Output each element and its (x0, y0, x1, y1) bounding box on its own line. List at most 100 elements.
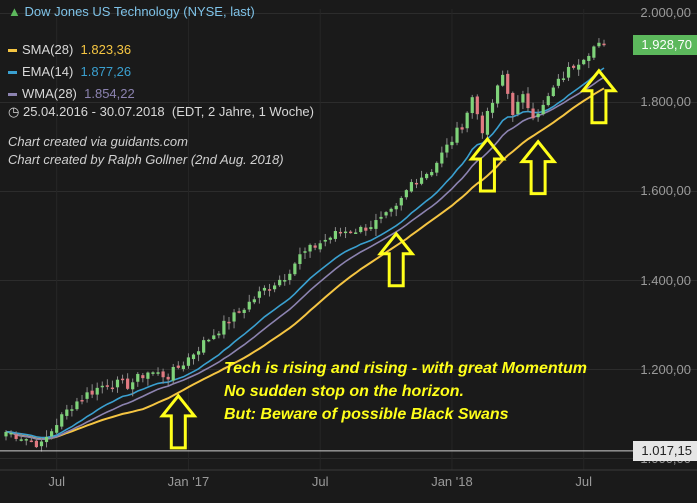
annotation-line-1: Tech is rising and rising - with great M… (224, 360, 587, 377)
y-tick-label: 1.400,00 (640, 272, 691, 288)
candle-body (283, 280, 287, 282)
clock-icon: ◷ (8, 104, 20, 119)
sma-label: SMA(28) (22, 42, 74, 57)
candle-body (166, 376, 170, 380)
candle-body (313, 245, 317, 248)
candle-body (541, 104, 545, 115)
annotation-line-3: But: Beware of possible Black Swans (224, 406, 509, 423)
candle-body (460, 127, 464, 130)
date-range-text: 25.04.2016 - 30.07.2018 (22, 104, 165, 119)
candle-body (333, 231, 338, 239)
candle-body (44, 436, 49, 443)
candle-body (34, 440, 39, 448)
candle-body (501, 74, 505, 86)
candle-body (126, 378, 130, 389)
collapse-arrow-icon[interactable]: ▲ (8, 4, 21, 19)
candle-body (14, 434, 18, 439)
candle-body (521, 94, 525, 103)
candle-body (9, 432, 13, 435)
candle-body (490, 102, 495, 113)
candle-body (55, 425, 59, 433)
candle-body (531, 108, 535, 119)
candle-body (207, 339, 211, 342)
wma-color-swatch (8, 93, 17, 97)
candle-body (399, 197, 403, 206)
candle-body (288, 273, 292, 280)
candle-body (222, 320, 226, 335)
candle-body (136, 373, 140, 382)
candle-body (546, 96, 550, 106)
candle-body (470, 97, 474, 114)
candle-body (227, 321, 231, 324)
candle-body (272, 285, 277, 290)
candle-body (156, 372, 160, 374)
candle-body (141, 375, 145, 379)
candle-body (196, 351, 201, 355)
annotation-line-2: No sudden stop on the horizon. (224, 383, 464, 400)
candle-body (131, 382, 135, 390)
candle-body (217, 333, 221, 336)
candle-body (308, 244, 312, 252)
candle-body (516, 101, 520, 114)
candle-body (303, 251, 307, 253)
candle-body (298, 254, 302, 265)
candle-body (430, 172, 434, 176)
candle-body (252, 299, 256, 303)
candle-body (343, 231, 348, 234)
credit-line-2: Chart created by Ralph Gollner (2nd Aug.… (8, 152, 284, 167)
candle-body (566, 66, 571, 78)
x-tick-label: Jul (48, 474, 65, 489)
sma-color-swatch (8, 49, 17, 53)
candle-body (171, 366, 175, 381)
candle-body (161, 371, 165, 378)
candle-body (577, 64, 581, 70)
sma-value: 1.823,36 (80, 42, 132, 57)
candle-body (242, 309, 246, 313)
candle-body (582, 59, 586, 65)
y-tick-label: 2.000,00 (640, 5, 691, 21)
candle-body (404, 190, 408, 198)
low-price-tag: 1.017,15 (633, 440, 697, 461)
candle-body (349, 231, 353, 234)
candle-body (4, 431, 8, 437)
legend-wma: WMA(28) 1.854,22 (8, 86, 135, 101)
y-tick-label: 1.200,00 (640, 361, 691, 377)
ema-color-swatch (8, 71, 17, 75)
candle-body (115, 379, 120, 388)
chart-title: ▲ Dow Jones US Technology (NYSE, last) (8, 4, 255, 19)
candle-body (65, 409, 69, 416)
candle-body (70, 409, 74, 411)
candle-body (571, 65, 576, 68)
x-tick-label: Jul (575, 474, 593, 489)
candle-body (440, 152, 444, 164)
candle-body (151, 372, 155, 374)
low-price-value: 1.017,15 (641, 442, 692, 458)
candle-body (293, 263, 297, 275)
candle-body (364, 227, 368, 231)
candle-body (465, 112, 469, 129)
x-tick-label: Jan '18 (431, 474, 473, 489)
candle-body (495, 85, 500, 104)
candle-body (257, 291, 261, 298)
candle-body (323, 239, 327, 242)
candle-body (186, 357, 191, 366)
candle-body (100, 385, 104, 388)
legend-ema: EMA(14) 1.877,26 (8, 64, 131, 79)
candle-body (592, 46, 596, 58)
y-tick-label: 1.600,00 (640, 183, 691, 199)
ema-label: EMA(14) (22, 64, 74, 79)
x-tick-label: Jul (311, 474, 329, 489)
up-arrow-annotation (518, 139, 558, 196)
candle-body (455, 127, 459, 143)
candle-body (389, 208, 393, 212)
candle-body (506, 73, 510, 94)
candle-body (414, 182, 419, 185)
candle-body (278, 279, 282, 286)
candle-body (39, 441, 44, 447)
candle-body (475, 96, 479, 115)
candle-body (556, 78, 560, 86)
last-price-tag: 1.928,70 (633, 35, 697, 56)
legend-sma: SMA(28) 1.823,36 (8, 42, 131, 57)
